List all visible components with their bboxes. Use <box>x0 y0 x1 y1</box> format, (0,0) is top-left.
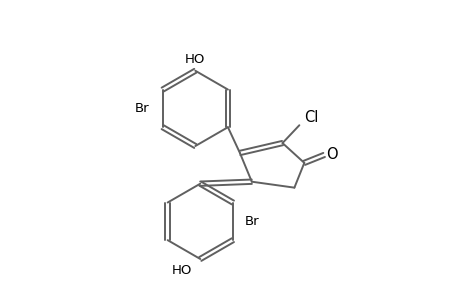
Text: HO: HO <box>172 264 192 278</box>
Text: Br: Br <box>244 215 259 228</box>
Text: O: O <box>325 148 337 163</box>
Text: Br: Br <box>135 102 150 115</box>
Text: HO: HO <box>185 53 205 66</box>
Text: Cl: Cl <box>304 110 318 125</box>
